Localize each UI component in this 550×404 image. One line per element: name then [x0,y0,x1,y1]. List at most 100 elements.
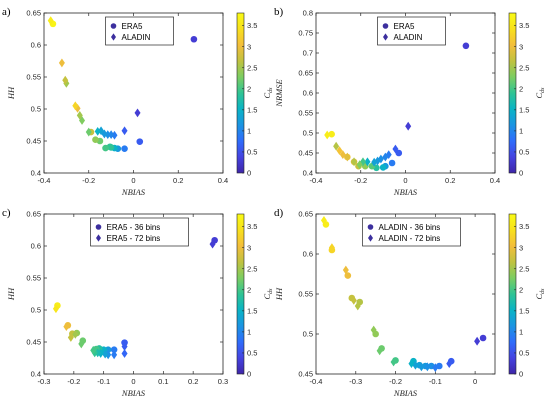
y-tick-label: 0.45 [26,338,41,347]
data-point-diamond [134,108,141,118]
x-tick-label: 0 [403,176,407,185]
data-point-diamond [418,362,425,372]
data-point-diamond [121,349,128,358]
colorbar-tick-label: 0.5 [519,148,529,157]
data-point-circle [344,272,352,279]
colorbar-tick-label: 3.5 [247,21,257,30]
colorbar-tick-label: 3 [247,42,251,51]
colorbar-tick-label: 3.5 [247,222,257,231]
data-point-diamond [108,130,115,139]
data-point-diamond [371,157,378,167]
legend-diamond-marker [368,234,373,242]
x-tick-label: -0.3 [38,377,51,386]
x-tick-label: 0 [131,176,135,185]
colorbar-tick-label: 2 [247,84,251,93]
y-tick-label: 0.4 [31,370,41,379]
legend: ERA5 - 36 bins ERA5 - 72 bins [90,217,189,247]
data-point-diamond [121,342,128,351]
data-point-diamond [356,160,363,169]
data-point-diamond [405,121,412,131]
y-tick-label: 0.4 [31,169,41,178]
legend-circle-marker [382,23,389,29]
colorbar: 0 0.5 1 1.5 2 2.5 3 3.5 Cds [236,213,274,379]
data-point-diamond [320,216,327,225]
data-point-diamond [58,58,65,68]
data-point-diamond [85,127,92,137]
x-tick-label: 0.3 [218,377,228,386]
y-tick-label: 0.6 [303,89,313,98]
data-point-diamond [63,79,70,88]
legend-circle-marker [110,23,117,29]
colorbar-tick-label: 1 [519,126,523,135]
colorbar-tick-label: 3.5 [519,21,529,30]
data-point-diamond [376,346,383,356]
legend-entry-label: ERA5 - 72 bins [107,234,161,243]
x-tick-label: -0.2 [354,176,367,185]
x-tick-label: -0.1 [429,377,442,386]
colorbar-tick-label: 1.5 [247,306,257,315]
y-tick-label: 0.5 [303,129,313,138]
y-tick-label: 0.45 [298,149,313,158]
data-point-diamond [209,239,216,249]
legend-diamond-marker [111,33,116,41]
x-tick-label: -0.4 [38,176,51,185]
x-tick-label: -0.4 [310,176,323,185]
data-point-diamond [90,345,97,355]
colorbar-label-sub: ds [540,288,546,294]
data-point-diamond [408,359,415,368]
colorbar-tick-label: 2.5 [247,63,257,72]
data-point-diamond [47,16,54,26]
x-tick-label: 0.2 [188,377,198,386]
data-point-diamond [446,359,453,368]
y-tick-label: 0.65 [26,210,41,219]
x-tick-label: -0.2 [82,176,95,185]
x-axis-label: NBIAS [393,388,418,398]
colorbar-label-main: C [262,294,272,300]
colorbar-tick-label: 2.5 [519,264,529,273]
legend-box [105,16,174,46]
x-axis-label: NBIAS [121,388,146,398]
x-tick-label: -0.2 [67,377,80,386]
y-axis-label: NRMSE [274,79,284,108]
colorbar-bar [508,12,517,174]
x-tick-label: -0.1 [97,377,110,386]
panel-label: a) [2,6,11,18]
y-axis-label: HH [6,287,16,301]
data-point-circle [395,149,403,157]
colorbar-label: Cds [534,288,546,300]
data-point-circle [136,138,144,145]
legend-diamond-marker [96,234,101,242]
data-point-diamond [102,349,109,359]
legend-entry-label: ALADIN [394,33,423,42]
panel-label: c) [2,207,11,219]
x-axis-label: NBIAS [393,187,418,197]
data-point-diamond [111,130,118,140]
data-point-diamond [78,339,85,349]
legend-circle-marker [367,224,374,230]
data-point-diamond [339,150,346,159]
colorbar-tick-label: 2 [519,285,523,294]
y-tick-label: 0.65 [298,210,313,219]
legend: ERA5 ALADIN [377,16,446,46]
data-point-diamond [364,157,371,167]
colorbar-bar [508,213,517,375]
data-point-circle [92,136,99,144]
colorbar-label-main: C [534,93,544,99]
colorbar: 0 0.5 1 1.5 2 2.5 3 3.5 Cds [236,12,274,178]
y-tick-label: 0.45 [26,137,41,146]
legend-diamond-marker [383,33,388,41]
data-point-circle [479,334,487,342]
x-tick-label: 0.4 [218,176,228,185]
colorbar-tick-label: 2.5 [519,63,529,72]
data-point-diamond [63,322,70,332]
colorbar-tick-label: 3 [519,243,523,252]
colorbar-bar [236,12,245,174]
y-tick-label: 0.7 [303,49,313,58]
legend-entry-label: ERA5 [122,22,143,31]
x-tick-label: 0.4 [490,176,500,185]
colorbar-label-main: C [262,93,272,99]
colorbar-tick-label: 3 [247,243,251,252]
x-axis-label: NBIAS [121,187,146,197]
colorbar-label: Cds [534,87,546,99]
